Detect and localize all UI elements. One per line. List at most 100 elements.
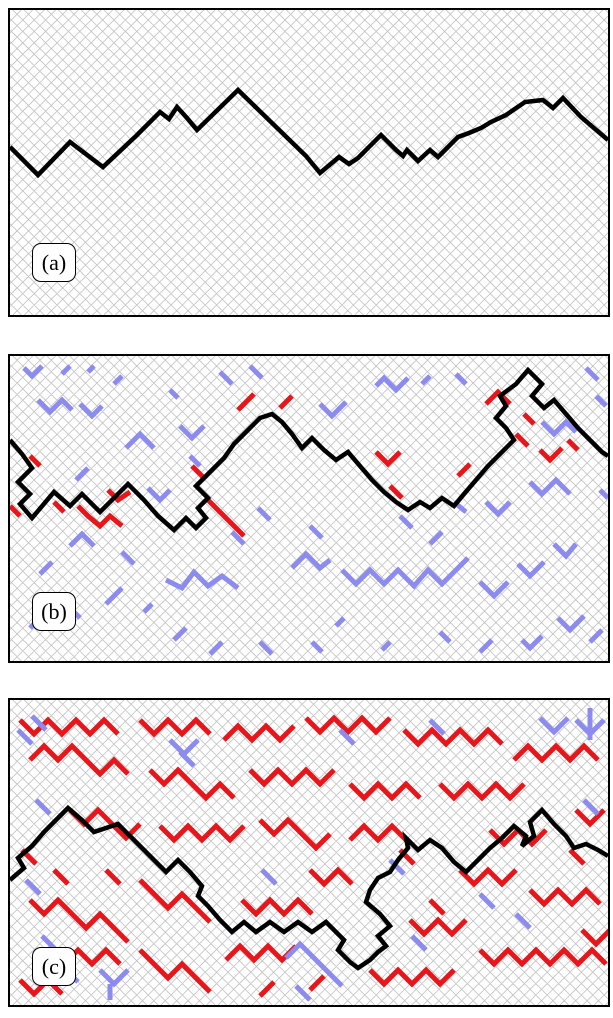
cluster-segment: [18, 716, 120, 738]
cluster-segment: [338, 728, 356, 746]
cluster-segment: [310, 640, 324, 654]
cluster-segment: [52, 500, 66, 514]
cluster-segment: [598, 488, 608, 500]
red-clusters-b: [10, 388, 580, 538]
cluster-segment: [36, 396, 74, 416]
cluster-segment: [188, 454, 202, 468]
cluster-segment: [24, 878, 42, 896]
cluster-segment: [388, 484, 404, 500]
cluster-segment: [284, 940, 344, 988]
cluster-segment: [10, 504, 22, 518]
cluster-segment: [138, 878, 212, 924]
cluster-segment: [76, 504, 124, 530]
panel-label-b: (b): [32, 592, 76, 631]
cluster-segment: [190, 464, 206, 480]
cluster-segment: [28, 454, 42, 468]
cluster-segment: [454, 372, 468, 386]
interface-path-b: [10, 366, 608, 534]
cluster-segment: [538, 716, 570, 736]
cluster-segment: [428, 530, 444, 546]
cluster-segment: [18, 976, 64, 998]
cluster-segment: [294, 984, 312, 1002]
cluster-segment: [514, 912, 532, 930]
cluster-segment: [420, 374, 432, 386]
cluster-segment: [28, 896, 130, 944]
cluster-segment: [428, 718, 446, 736]
cluster-segment: [514, 432, 530, 448]
lattice-lines: [10, 700, 608, 1005]
cluster-segment: [178, 750, 196, 768]
cluster-segment: [374, 450, 402, 468]
lattice-lines: [10, 10, 608, 315]
cluster-segment: [74, 466, 90, 482]
cluster-segment: [38, 560, 54, 576]
cluster-segment: [68, 530, 96, 548]
cluster-segment: [112, 374, 124, 386]
cluster-segment: [260, 868, 278, 886]
cluster-segment: [142, 602, 154, 614]
cluster-segment: [168, 388, 180, 400]
cluster-segment: [538, 446, 564, 464]
cluster-segment: [528, 886, 602, 908]
cluster-segment: [552, 542, 578, 560]
cluster-segment: [308, 866, 354, 888]
cluster-segment: [568, 848, 586, 866]
cluster-segment: [16, 728, 34, 746]
cluster-segment: [52, 868, 70, 886]
cluster-segment: [588, 628, 604, 644]
cluster-segment: [556, 614, 586, 634]
cluster-segment: [146, 486, 172, 504]
cluster-segment: [402, 726, 504, 748]
cluster-segment: [104, 586, 124, 606]
cluster-segment: [230, 530, 246, 546]
cluster-segment: [348, 780, 422, 802]
cluster-segment: [566, 438, 580, 452]
cluster-segment: [456, 462, 472, 478]
cluster-segment: [540, 418, 578, 438]
cluster-segment: [410, 934, 428, 952]
cluster-segment: [388, 858, 406, 876]
cluster-segment: [374, 374, 410, 394]
cluster-segment: [224, 942, 298, 964]
lattice-c: [10, 700, 608, 1005]
interface-path-a: [10, 86, 608, 179]
lattice-b: [10, 356, 608, 661]
cluster-segment: [408, 916, 468, 938]
cluster-segment: [218, 370, 234, 386]
cluster-segment: [458, 866, 518, 888]
cluster-segment: [178, 424, 206, 442]
cluster-segment: [258, 980, 276, 998]
cluster-segment: [522, 412, 536, 426]
cluster-segment: [290, 550, 332, 572]
lattice-lines: [10, 356, 608, 661]
cluster-segment: [172, 626, 188, 642]
cluster-segment: [438, 630, 452, 644]
lattice-grid: [10, 700, 608, 1005]
cluster-segment: [340, 556, 470, 590]
cluster-segment: [208, 640, 224, 656]
cluster-segment: [248, 766, 336, 788]
cluster-segment: [520, 634, 544, 652]
cluster-segment: [158, 822, 246, 844]
panel-label-c: (c): [32, 947, 76, 986]
cluster-segment: [478, 946, 608, 968]
cluster-segment: [104, 868, 122, 886]
cluster-segment: [318, 400, 348, 420]
panel-a: (a): [8, 8, 610, 317]
cluster-segment: [240, 896, 314, 918]
cluster-segment: [304, 714, 392, 736]
lattice-grid: [10, 10, 608, 315]
panel-c: (c): [8, 698, 610, 1007]
blue-clusters-c: [16, 708, 606, 1002]
cluster-segment: [106, 488, 132, 504]
cluster-segment: [28, 742, 130, 778]
cluster-segment: [380, 640, 392, 652]
panel-b: (b): [8, 354, 610, 663]
cluster-segment: [236, 392, 256, 412]
cluster-segment: [348, 822, 408, 844]
cluster-segment: [484, 500, 512, 518]
cluster-segment: [34, 798, 52, 816]
cluster-segment: [478, 638, 494, 654]
cluster-segment: [574, 808, 606, 828]
cluster-segment: [256, 506, 272, 522]
